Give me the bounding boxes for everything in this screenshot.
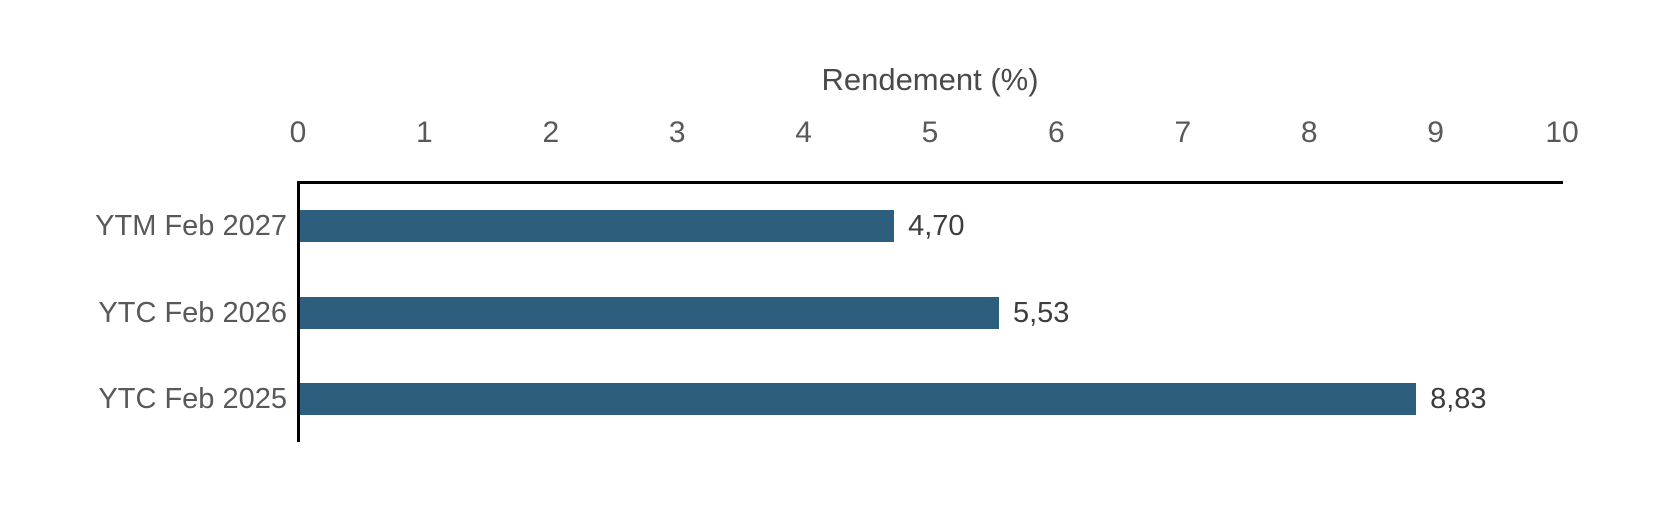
x-axis-tick-label: 2 [542, 116, 560, 149]
value-label: 5,53 [1012, 296, 1070, 329]
category-label: YTC Feb 2025 [98, 382, 287, 415]
x-axis-tick-label: 10 [1545, 116, 1579, 149]
x-axis-tick-label: 8 [1300, 116, 1318, 149]
x-axis-tick-label: 6 [1048, 116, 1065, 149]
x-axis-tick-label: 5 [921, 116, 939, 149]
x-axis-tick-label: 3 [668, 116, 686, 149]
value-label: 8,83 [1430, 382, 1487, 415]
value-axis-title: Rendement (%) [821, 62, 1039, 97]
bar [300, 382, 1417, 415]
y-axis-line [297, 181, 300, 442]
bar [300, 210, 895, 243]
x-axis-tick-label: 4 [795, 116, 812, 149]
category-label: YTM Feb 2027 [95, 210, 287, 243]
x-axis-tick-label: 0 [289, 116, 307, 149]
x-axis-tick-label: 9 [1427, 116, 1444, 149]
x-axis-tick-label: 7 [1174, 116, 1192, 149]
x-axis-line [297, 181, 1563, 184]
category-label: YTC Feb 2026 [98, 296, 287, 329]
x-axis-tick-label: 1 [416, 116, 433, 149]
bar [300, 296, 999, 329]
value-label: 4,70 [908, 210, 965, 243]
